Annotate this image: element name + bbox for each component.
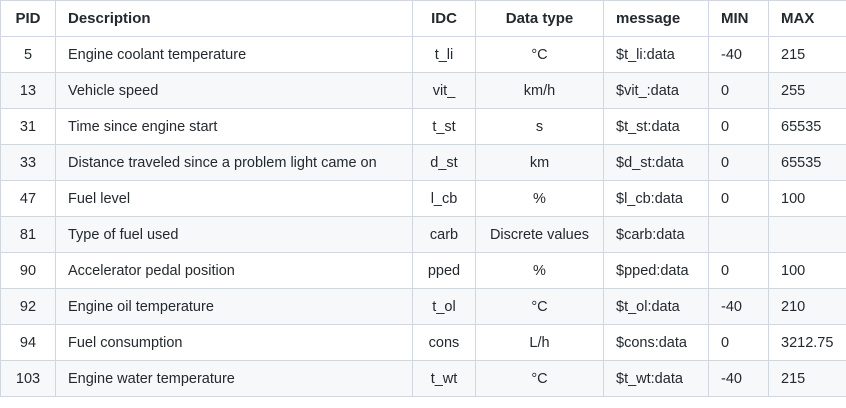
cell-data-type: °C <box>475 360 604 397</box>
cell-pid: 31 <box>0 108 56 145</box>
header-min: MIN <box>708 0 769 37</box>
table-row: 33 Distance traveled since a problem lig… <box>0 144 846 181</box>
table-row: 81 Type of fuel used carb Discrete value… <box>0 216 846 253</box>
table-row: 92 Engine oil temperature t_ol °C $t_ol:… <box>0 288 846 325</box>
table-row: 94 Fuel consumption cons L/h $cons:data … <box>0 324 846 361</box>
cell-min: -40 <box>708 288 769 325</box>
cell-idc: t_wt <box>412 360 476 397</box>
cell-pid: 90 <box>0 252 56 289</box>
cell-message: $t_li:data <box>603 36 709 73</box>
cell-data-type: °C <box>475 36 604 73</box>
cell-pid: 13 <box>0 72 56 109</box>
cell-description: Distance traveled since a problem light … <box>55 144 413 181</box>
cell-min: 0 <box>708 252 769 289</box>
cell-idc: pped <box>412 252 476 289</box>
header-message: message <box>603 0 709 37</box>
cell-max: 65535 <box>768 108 846 145</box>
cell-max: 65535 <box>768 144 846 181</box>
cell-idc: carb <box>412 216 476 253</box>
cell-description: Engine coolant temperature <box>55 36 413 73</box>
cell-message: $t_wt:data <box>603 360 709 397</box>
cell-description: Fuel consumption <box>55 324 413 361</box>
cell-data-type: s <box>475 108 604 145</box>
cell-min: 0 <box>708 72 769 109</box>
cell-data-type: km <box>475 144 604 181</box>
cell-data-type: % <box>475 180 604 217</box>
pid-table: PID Description IDC Data type message MI… <box>0 0 846 397</box>
cell-message: $cons:data <box>603 324 709 361</box>
cell-data-type: L/h <box>475 324 604 361</box>
cell-min: 0 <box>708 324 769 361</box>
table-row: 5 Engine coolant temperature t_li °C $t_… <box>0 36 846 73</box>
header-pid: PID <box>0 0 56 37</box>
header-data-type: Data type <box>475 0 604 37</box>
table-row: 103 Engine water temperature t_wt °C $t_… <box>0 360 846 397</box>
cell-data-type: % <box>475 252 604 289</box>
cell-max: 215 <box>768 36 846 73</box>
cell-min: 0 <box>708 180 769 217</box>
cell-description: Time since engine start <box>55 108 413 145</box>
cell-pid: 94 <box>0 324 56 361</box>
cell-message: $d_st:data <box>603 144 709 181</box>
cell-data-type: Discrete values <box>475 216 604 253</box>
cell-description: Accelerator pedal position <box>55 252 413 289</box>
cell-description: Type of fuel used <box>55 216 413 253</box>
cell-max <box>768 216 846 253</box>
cell-pid: 92 <box>0 288 56 325</box>
table-row: 47 Fuel level l_cb % $l_cb:data 0 100 <box>0 180 846 217</box>
cell-pid: 33 <box>0 144 56 181</box>
cell-description: Engine water temperature <box>55 360 413 397</box>
cell-min: 0 <box>708 108 769 145</box>
cell-pid: 81 <box>0 216 56 253</box>
cell-idc: t_li <box>412 36 476 73</box>
cell-message: $carb:data <box>603 216 709 253</box>
cell-max: 215 <box>768 360 846 397</box>
cell-min <box>708 216 769 253</box>
table-row: 13 Vehicle speed vit_ km/h $vit_:data 0 … <box>0 72 846 109</box>
cell-data-type: km/h <box>475 72 604 109</box>
table-header-row: PID Description IDC Data type message MI… <box>0 0 846 37</box>
cell-max: 100 <box>768 252 846 289</box>
cell-data-type: °C <box>475 288 604 325</box>
cell-max: 255 <box>768 72 846 109</box>
header-description: Description <box>55 0 413 37</box>
cell-description: Fuel level <box>55 180 413 217</box>
cell-message: $pped:data <box>603 252 709 289</box>
cell-idc: vit_ <box>412 72 476 109</box>
table-row: 90 Accelerator pedal position pped % $pp… <box>0 252 846 289</box>
cell-min: -40 <box>708 360 769 397</box>
header-idc: IDC <box>412 0 476 37</box>
cell-pid: 103 <box>0 360 56 397</box>
cell-min: -40 <box>708 36 769 73</box>
cell-max: 3212.75 <box>768 324 846 361</box>
cell-idc: t_ol <box>412 288 476 325</box>
cell-description: Vehicle speed <box>55 72 413 109</box>
header-max: MAX <box>768 0 846 37</box>
cell-message: $vit_:data <box>603 72 709 109</box>
cell-idc: d_st <box>412 144 476 181</box>
cell-message: $l_cb:data <box>603 180 709 217</box>
cell-idc: cons <box>412 324 476 361</box>
cell-message: $t_st:data <box>603 108 709 145</box>
cell-pid: 47 <box>0 180 56 217</box>
cell-pid: 5 <box>0 36 56 73</box>
cell-min: 0 <box>708 144 769 181</box>
table-row: 31 Time since engine start t_st s $t_st:… <box>0 108 846 145</box>
cell-message: $t_ol:data <box>603 288 709 325</box>
cell-description: Engine oil temperature <box>55 288 413 325</box>
cell-max: 210 <box>768 288 846 325</box>
cell-idc: l_cb <box>412 180 476 217</box>
cell-max: 100 <box>768 180 846 217</box>
cell-idc: t_st <box>412 108 476 145</box>
